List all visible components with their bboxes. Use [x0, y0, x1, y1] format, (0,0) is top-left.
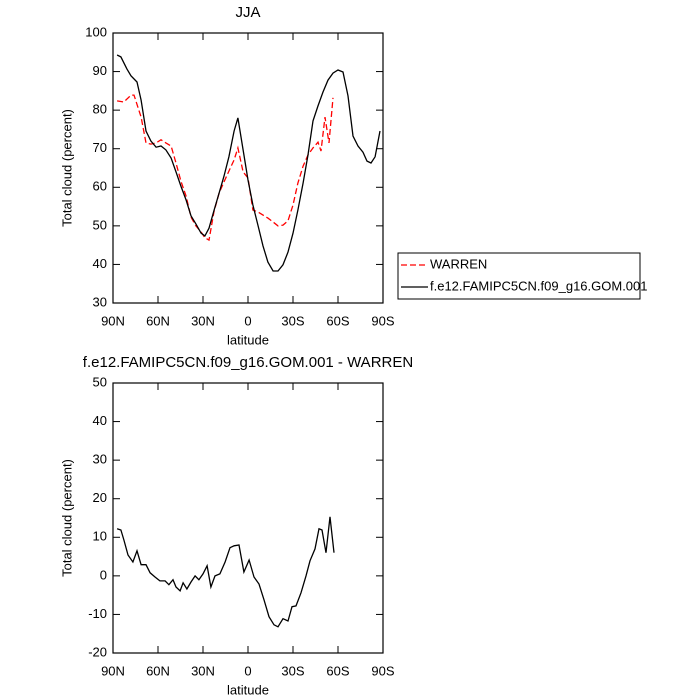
x-tick-label: 0 [244, 663, 251, 678]
plot-frame [112, 32, 384, 304]
x-tick-label: 0 [244, 313, 251, 328]
y-tick-label: 10 [93, 529, 107, 544]
x-tick-label: 60S [326, 313, 349, 328]
y-axis-label: Total cloud (percent) [59, 109, 74, 227]
y-tick-label: 40 [93, 413, 107, 428]
x-tick-label: 60N [146, 663, 170, 678]
x-tick-label: 90S [371, 663, 394, 678]
y-tick-label: 40 [93, 256, 107, 271]
x-tick-label: 90S [371, 313, 394, 328]
y-tick-label: -10 [88, 606, 107, 621]
x-tick-label: 90N [101, 663, 125, 678]
x-tick-label: 60S [326, 663, 349, 678]
y-axis-label: Total cloud (percent) [59, 459, 74, 577]
y-tick-label: -20 [88, 644, 107, 659]
x-tick-label: 30S [281, 313, 304, 328]
chart-title: f.e12.FAMIPC5CN.f09_g16.GOM.001 - WARREN [83, 354, 413, 371]
x-tick-label: 90N [101, 313, 125, 328]
legend-label: WARREN [430, 256, 487, 271]
chart-title: JJA [235, 4, 260, 21]
y-tick-label: 90 [93, 63, 107, 78]
y-tick-label: 50 [93, 374, 107, 389]
y-tick-label: 30 [93, 452, 107, 467]
x-axis-label: latitude [227, 682, 269, 697]
y-tick-label: 100 [85, 24, 107, 39]
y-tick-label: 80 [93, 102, 107, 117]
legend-box [397, 252, 641, 300]
x-tick-label: 30N [191, 313, 215, 328]
legend-label: f.e12.FAMIPC5CN.f09_g16.GOM.001 [430, 278, 648, 293]
y-tick-label: 60 [93, 179, 107, 194]
y-tick-label: 50 [93, 217, 107, 232]
x-tick-label: 30S [281, 663, 304, 678]
data-line [116, 516, 335, 628]
data-line [116, 94, 334, 242]
plot-frame [112, 382, 384, 654]
y-tick-label: 30 [93, 294, 107, 309]
x-tick-label: 30N [191, 663, 215, 678]
x-tick-label: 60N [146, 313, 170, 328]
y-tick-label: 0 [100, 567, 107, 582]
x-axis-label: latitude [227, 332, 269, 347]
y-tick-label: 20 [93, 490, 107, 505]
y-tick-label: 70 [93, 140, 107, 155]
data-line [116, 54, 381, 272]
